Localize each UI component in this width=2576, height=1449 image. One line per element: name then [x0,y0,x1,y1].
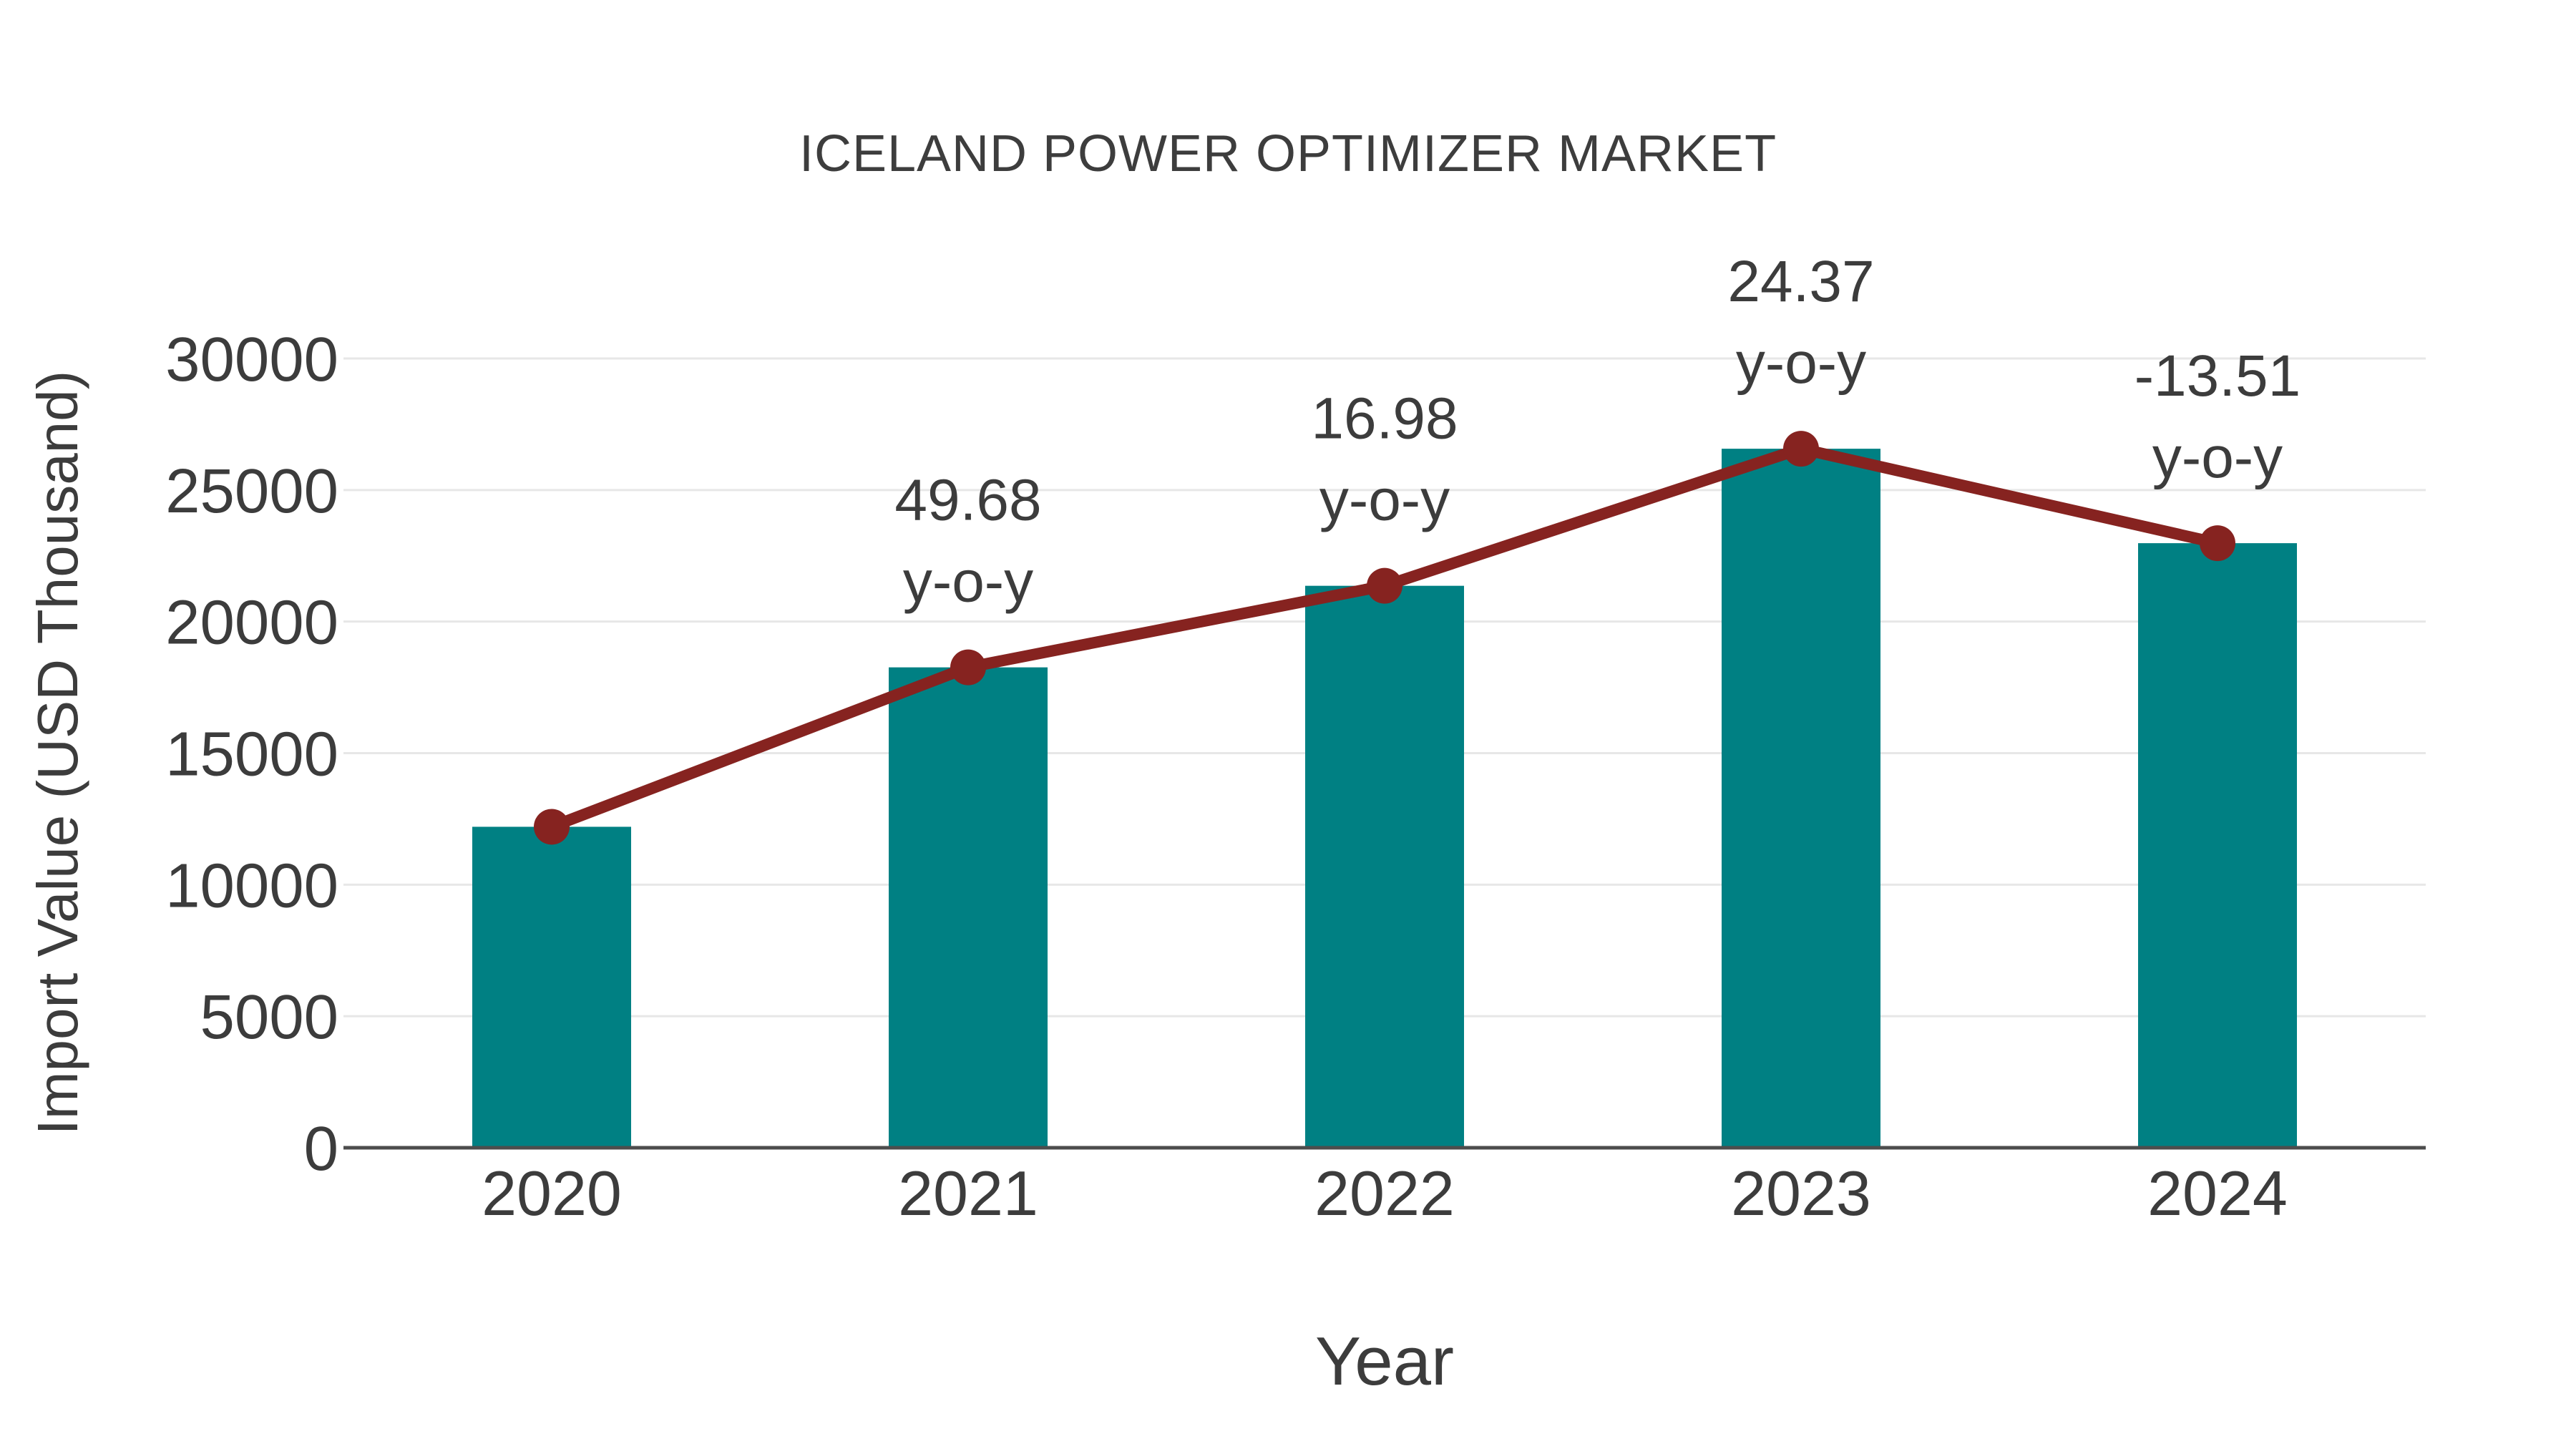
bar-2021 [889,667,1048,1148]
y-tick-label: 15000 [165,720,338,789]
bar-2024 [2138,543,2297,1148]
annotation-2024: -13.51 y-o-y [2135,343,2301,490]
x-tick-label: 2020 [482,1158,622,1229]
y-tick-label: 30000 [165,325,338,394]
marker-2022 [1367,567,1402,604]
annotation-2021: 49.68 y-o-y [894,468,1041,615]
chart-title: ICELAND POWER OPTIMIZER MARKET [799,125,1777,182]
x-tick-label: 2021 [898,1158,1038,1229]
x-tick-label: 2024 [2147,1158,2288,1229]
marker-2021 [950,649,986,686]
marker-2020 [534,809,570,845]
x-axis-title: Year [1315,1323,1454,1400]
y-tick-label: 20000 [165,588,338,658]
bar-2022 [1305,585,1464,1148]
annotation-2023: 24.37 y-o-y [1727,249,1874,396]
y-tick-label: 5000 [200,982,338,1052]
bar-2023 [1722,449,1880,1148]
x-tick-label: 2023 [1731,1158,1871,1229]
y-tick-label: 0 [304,1114,338,1184]
marker-2024 [2200,525,2235,562]
y-tick-label: 10000 [165,851,338,920]
annotation-2022: 16.98 y-o-y [1311,386,1458,533]
y-tick-label: 25000 [165,457,338,526]
x-tick-label: 2022 [1314,1158,1455,1229]
marker-2023 [1783,431,1819,467]
bar-2020 [472,826,631,1148]
